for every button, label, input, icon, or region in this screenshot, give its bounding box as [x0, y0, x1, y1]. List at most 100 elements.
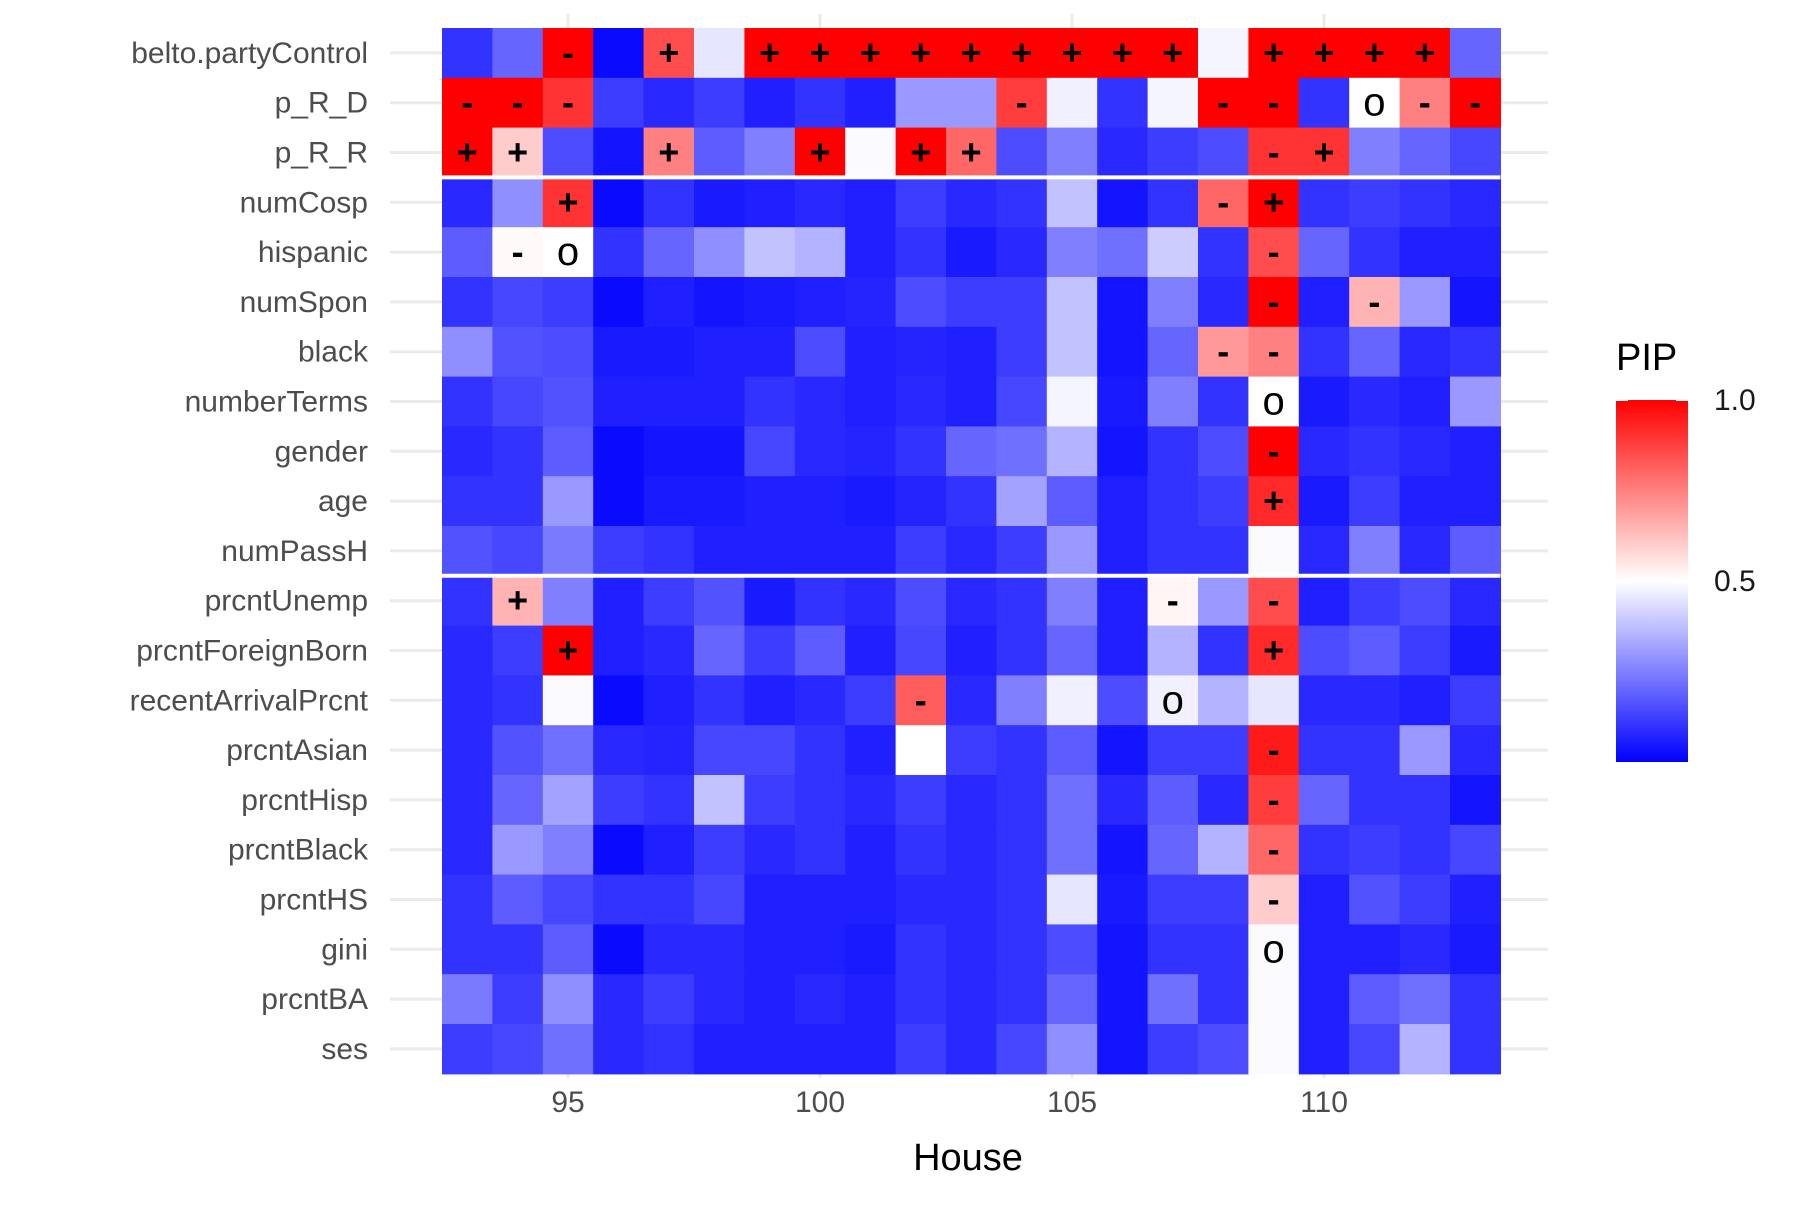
heatmap-cell: [542, 824, 594, 876]
heatmap-cell: [794, 974, 846, 1025]
heatmap-cell: [895, 426, 947, 477]
heatmap-cell: [1349, 575, 1401, 627]
heatmap-cell: [895, 177, 947, 228]
heatmap-cell: [694, 28, 745, 79]
heatmap-cell: [845, 476, 897, 527]
heatmap-cell: [744, 277, 796, 328]
heatmap-cell: [1450, 28, 1501, 79]
heatmap-cell: [1147, 77, 1199, 129]
y-axis-label: ses: [321, 1033, 368, 1066]
heatmap-cell: [996, 77, 1048, 129]
heatmap-cell: [996, 127, 1048, 178]
heatmap-cell: [442, 476, 493, 527]
heatmap-cell: [643, 625, 695, 676]
heatmap-cell: [794, 725, 846, 776]
heatmap-cell: [492, 127, 544, 178]
heatmap-cell: [1097, 775, 1149, 826]
legend-title: PIP: [1616, 337, 1677, 379]
x-tick-label: 110: [1300, 1086, 1348, 1119]
heatmap-cell: [442, 227, 493, 278]
heatmap-cell: [1046, 675, 1098, 726]
heatmap-cell: [1198, 725, 1249, 776]
heatmap-cell: [1046, 376, 1098, 427]
heatmap-cell: [492, 476, 544, 527]
heatmap-cell: [1198, 675, 1249, 726]
heatmap-cell: [845, 277, 897, 328]
heatmap-cell: [845, 376, 897, 427]
heatmap-cell: [1097, 725, 1149, 776]
heatmap-cell: [1298, 28, 1350, 79]
heatmap-cell: [1399, 277, 1451, 328]
heatmap-cell: [643, 127, 695, 178]
heatmap-cell: [694, 725, 745, 776]
heatmap-cell: [542, 974, 594, 1025]
heatmap-cell: [1349, 625, 1401, 676]
heatmap-cell: [845, 625, 897, 676]
heatmap-cell: [895, 924, 947, 975]
heatmap-cell: [1198, 775, 1249, 826]
heatmap-cell: [1349, 127, 1401, 178]
heatmap-cell: [845, 426, 897, 477]
heatmap-cell: [1198, 77, 1249, 129]
heatmap-cell: [744, 28, 796, 79]
heatmap-cell: [1046, 476, 1098, 527]
heatmap-cell: [542, 1024, 594, 1075]
heatmap-cell: [845, 227, 897, 278]
cell-annotation: -: [461, 82, 473, 123]
heatmap-cell: [442, 824, 493, 876]
heatmap-cell: [694, 974, 745, 1025]
cell-annotation: +: [507, 132, 528, 173]
heatmap-cell: [442, 77, 493, 129]
heatmap-cell: [1198, 874, 1249, 925]
heatmap-cell: [492, 725, 544, 776]
heatmap-cell: [744, 625, 796, 676]
heatmap-cell: [1198, 1024, 1249, 1075]
heatmap-cell: [1450, 775, 1501, 826]
heatmap-cell: [996, 1024, 1048, 1075]
cell-annotation: -: [1268, 231, 1280, 272]
heatmap-cell: [1097, 77, 1149, 129]
heatmap-cell: [845, 326, 897, 378]
heatmap-cell: [1198, 526, 1249, 577]
heatmap-cell: [895, 725, 947, 776]
heatmap-cell: [593, 28, 645, 79]
heatmap-cell: [542, 77, 594, 129]
heatmap-cell: [442, 725, 493, 776]
heatmap-cell: [946, 277, 997, 328]
heatmap-cell: [1399, 1024, 1451, 1075]
heatmap-cell: [1198, 476, 1249, 527]
heatmap-cell: [1399, 426, 1451, 477]
heatmap-cell: [1450, 326, 1501, 378]
heatmap-cell: [845, 824, 897, 876]
heatmap-cell: [1248, 725, 1300, 776]
heatmap-cell: [593, 874, 645, 925]
heatmap-cell: [845, 526, 897, 577]
heatmap-cell: [845, 675, 897, 726]
heatmap-cell: [845, 725, 897, 776]
heatmap-cell: [694, 326, 745, 378]
heatmap-cell: [1450, 426, 1501, 477]
cell-annotation: -: [1268, 82, 1280, 123]
heatmap-cell: [996, 824, 1048, 876]
heatmap-cell: [1046, 775, 1098, 826]
heatmap-cell: [1349, 675, 1401, 726]
heatmap-cell: [643, 476, 695, 527]
cell-annotation: +: [1364, 32, 1385, 73]
heatmap-cell: [794, 227, 846, 278]
heatmap-cell: [492, 775, 544, 826]
heatmap-cell: [895, 1024, 947, 1075]
y-axis-label: numCosp: [240, 186, 368, 219]
heatmap-cell: [1248, 575, 1300, 627]
heatmap-cell: [1349, 376, 1401, 427]
heatmap-cell: [1298, 625, 1350, 676]
heatmap-cell: [442, 426, 493, 477]
heatmap-cell: [845, 77, 897, 129]
heatmap-cell: [694, 874, 745, 925]
heatmap-cell: [1147, 376, 1199, 427]
heatmap-cell: [643, 277, 695, 328]
heatmap-cell: [1248, 127, 1300, 178]
heatmap-cell: [1298, 127, 1350, 178]
heatmap-cell: [946, 177, 997, 228]
heatmap-cell: [1147, 127, 1199, 178]
heatmap-cell: [1046, 177, 1098, 228]
